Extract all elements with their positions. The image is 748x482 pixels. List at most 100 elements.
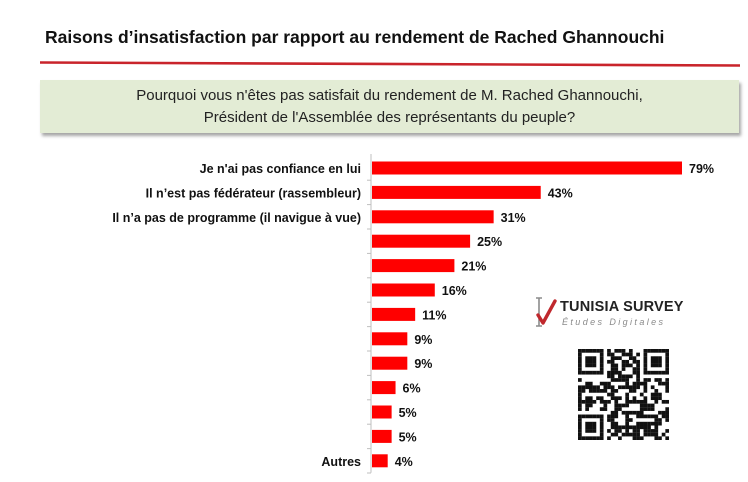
qr-module: [658, 381, 662, 386]
qr-module: [621, 363, 626, 368]
qr-module: [625, 359, 630, 364]
category-label: Autres: [321, 455, 361, 469]
qr-module: [658, 410, 662, 415]
qr-finder-module: [578, 356, 582, 360]
qr-module: [625, 421, 630, 426]
qr-module: [647, 378, 651, 382]
data-label: 4%: [395, 455, 413, 469]
qr-finder-module: [588, 363, 593, 368]
qr-finder-module: [599, 349, 604, 353]
qr-module: [603, 381, 608, 386]
qr-finder-module: [658, 359, 662, 364]
qr-finder-module: [596, 349, 600, 353]
qr-finder-module: [643, 370, 648, 375]
qr-module: [578, 399, 582, 404]
qr-module: [636, 374, 640, 379]
qr-finder-module: [654, 370, 659, 375]
qr-module: [647, 403, 651, 408]
qr-finder-module: [665, 349, 669, 353]
data-label: 9%: [414, 333, 432, 347]
qr-module: [596, 396, 600, 401]
qr-finder-module: [592, 414, 597, 419]
qr-module: [618, 396, 622, 401]
qr-module: [618, 378, 622, 382]
qr-module: [607, 370, 611, 375]
qr-finder-module: [588, 414, 593, 419]
brand-logo: TUNISIA SURVEY Études Digitales: [535, 295, 695, 335]
qr-module: [607, 349, 611, 353]
qr-module: [610, 396, 615, 401]
bar: [372, 454, 388, 468]
qr-module: [654, 418, 659, 422]
qr-module: [628, 385, 633, 390]
qr-finder-module: [578, 414, 582, 419]
data-label: 6%: [403, 382, 421, 396]
title-divider-line: [39, 61, 741, 67]
qr-module: [610, 432, 615, 437]
qr-module: [643, 414, 648, 419]
qr-module: [647, 425, 651, 430]
qr-module: [625, 414, 630, 419]
qr-module: [632, 389, 637, 393]
qr-module: [665, 429, 669, 433]
qr-module: [592, 399, 597, 404]
qr-module: [643, 396, 648, 401]
qr-module: [650, 403, 655, 408]
qr-finder-module: [585, 429, 589, 433]
qr-finder-module: [599, 359, 604, 364]
qr-finder-module: [643, 349, 648, 353]
qr-module: [628, 356, 633, 360]
qr-module: [618, 429, 622, 433]
qr-module: [618, 374, 622, 379]
qr-finder-module: [588, 349, 593, 353]
qr-finder-module: [592, 349, 597, 353]
qr-module: [625, 352, 630, 357]
qr-finder-module: [578, 359, 582, 364]
qr-module: [661, 432, 666, 437]
question-line-2: Président de l'Assemblée des représentan…: [203, 108, 576, 126]
qr-finder-module: [592, 363, 597, 368]
qr-finder-module: [588, 421, 593, 426]
qr-module: [607, 399, 611, 404]
qr-module: [632, 396, 637, 401]
qr-module: [578, 407, 582, 411]
qr-module: [614, 425, 619, 430]
qr-module: [618, 407, 622, 411]
qr-module: [643, 403, 648, 408]
qr-finder-module: [578, 425, 582, 430]
qr-finder-module: [654, 363, 659, 368]
qr-module: [614, 421, 619, 426]
qr-module: [625, 429, 630, 433]
qr-module: [643, 381, 648, 386]
qr-module: [588, 385, 593, 390]
qr-finder-module: [650, 349, 655, 353]
qr-module: [665, 378, 669, 382]
qr-module: [650, 429, 655, 433]
qr-module: [607, 374, 611, 379]
qr-module: [658, 418, 662, 422]
qr-module: [639, 425, 644, 430]
qr-module: [614, 396, 619, 401]
qr-module: [607, 418, 611, 422]
qr-finder-module: [596, 370, 600, 375]
qr-module: [599, 381, 604, 386]
qr-code[interactable]: [578, 349, 669, 440]
bar-chart: 79% Je n'ai pas confiance en lui 43% Il n’e…: [112, 154, 714, 474]
bar: [372, 405, 392, 419]
qr-module: [665, 414, 669, 419]
qr-module: [625, 363, 630, 368]
qr-finder-module: [592, 429, 597, 433]
qr-module: [639, 399, 644, 404]
qr-module: [632, 370, 637, 375]
qr-finder-module: [585, 363, 589, 368]
qr-module: [636, 381, 640, 386]
qr-module: [658, 396, 662, 401]
qr-module: [661, 381, 666, 386]
data-label: 21%: [461, 260, 486, 274]
qr-module: [588, 396, 593, 401]
qr-module: [614, 429, 619, 433]
qr-module: [632, 432, 637, 437]
qr-module: [658, 392, 662, 397]
qr-module: [650, 432, 655, 437]
qr-finder-module: [578, 363, 582, 368]
